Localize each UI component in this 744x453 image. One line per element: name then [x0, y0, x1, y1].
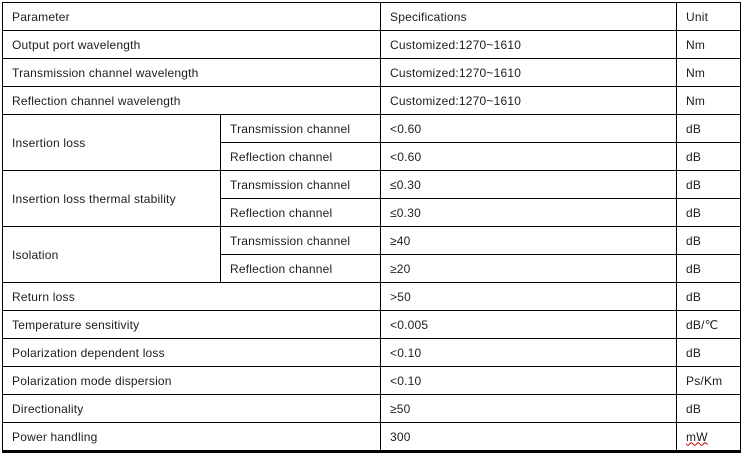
unit-cell: Ps/Km [676, 366, 742, 395]
spec-cell: ≥50 [380, 394, 678, 423]
table-header-row: Parameter Specifications Unit [1, 2, 742, 31]
param-cell: Reflection channel wavelength [1, 86, 382, 115]
table-row: Temperature sensitivity <0.005 dB/℃ [1, 310, 742, 339]
unit-cell: dB [676, 170, 742, 199]
spec-cell: ≥20 [380, 254, 678, 283]
spec-cell: ≤0.30 [380, 170, 678, 199]
unit-cell: dB [676, 198, 742, 227]
param-cell: Insertion loss [2, 114, 221, 171]
param-cell: Isolation [2, 226, 221, 283]
spec-cell: <0.10 [380, 366, 678, 395]
table-row: Directionality ≥50 dB [1, 394, 742, 423]
spec-cell: >50 [380, 282, 678, 311]
sub-param-cell: Reflection channel [219, 198, 382, 227]
param-cell: Transmission channel wavelength [1, 58, 382, 87]
param-cell: Output port wavelength [1, 30, 382, 59]
unit-cell: dB [676, 226, 742, 255]
unit-value-misspelled: mW [686, 429, 708, 444]
param-cell: Power handling [1, 422, 382, 452]
unit-cell: mW [676, 422, 742, 452]
table-row: Polarization dependent loss <0.10 dB [1, 338, 742, 367]
table-row: Return loss >50 dB [1, 282, 742, 311]
spec-cell: ≥40 [380, 226, 678, 255]
spec-cell: 300 [380, 422, 678, 452]
table-row: Transmission channel wavelength Customiz… [1, 58, 742, 87]
table-row: Isolation Transmission channel ≥40 dB [2, 226, 742, 283]
table-row: Insertion loss thermal stability Transmi… [2, 170, 742, 227]
spec-cell: <0.60 [380, 114, 678, 143]
param-cell: Temperature sensitivity [1, 310, 382, 339]
unit-cell: Nm [676, 58, 742, 87]
header-parameter: Parameter [1, 2, 382, 31]
table-row: Reflection channel ≥20 dB [3, 254, 742, 283]
spec-cell: <0.005 [380, 310, 678, 339]
table-row: Reflection channel wavelength Customized… [1, 86, 742, 115]
unit-cell: Nm [676, 86, 742, 115]
param-cell: Polarization mode dispersion [1, 366, 382, 395]
unit-cell: dB [676, 114, 742, 143]
param-cell: Directionality [1, 394, 382, 423]
table-row: Reflection channel ≤0.30 dB [3, 198, 742, 227]
sub-param-cell: Transmission channel [219, 170, 382, 199]
spec-cell: Customized:1270~1610 [380, 86, 678, 115]
table-row: Output port wavelength Customized:1270~1… [1, 30, 742, 59]
unit-cell: dB [676, 282, 742, 311]
table-row: Reflection channel <0.60 dB [3, 142, 742, 171]
sub-param-cell: Reflection channel [219, 254, 382, 283]
spec-cell: ≤0.30 [380, 198, 678, 227]
unit-cell: dB [676, 338, 742, 367]
spec-cell: <0.10 [380, 338, 678, 367]
spec-cell: Customized:1270~1610 [380, 30, 678, 59]
unit-cell: dB [676, 142, 742, 171]
header-specifications: Specifications [380, 2, 678, 31]
table-row: Polarization mode dispersion <0.10 Ps/Km [1, 366, 742, 395]
param-cell: Return loss [1, 282, 382, 311]
unit-cell: Nm [676, 30, 742, 59]
spec-cell: Customized:1270~1610 [380, 58, 678, 87]
spec-cell: <0.60 [380, 142, 678, 171]
unit-cell: dB/℃ [676, 310, 742, 339]
header-unit: Unit [676, 2, 742, 31]
param-cell: Insertion loss thermal stability [2, 170, 221, 227]
table-row: Insertion loss Transmission channel <0.6… [2, 114, 742, 171]
param-cell: Polarization dependent loss [1, 338, 382, 367]
sub-param-cell: Reflection channel [219, 142, 382, 171]
sub-param-cell: Transmission channel [219, 226, 382, 255]
unit-cell: dB [676, 254, 742, 283]
unit-cell: dB [676, 394, 742, 423]
table-row: Power handling 300 mW [1, 422, 742, 452]
sub-param-cell: Transmission channel [219, 114, 382, 143]
